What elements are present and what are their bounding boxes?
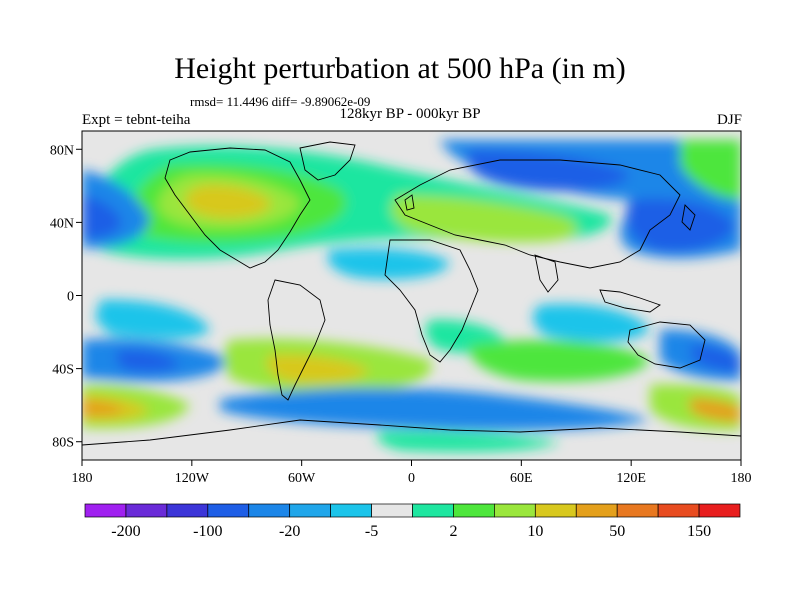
colorbar-swatch <box>534 503 577 518</box>
colorbar-swatch <box>698 503 741 518</box>
colorbar-label: 10 <box>527 523 543 540</box>
lat-tick-label: 40N <box>50 216 74 231</box>
coastline-japan <box>681 204 696 231</box>
field-region-trop-blue-3 <box>533 303 650 342</box>
field-region-trop-blue-1 <box>327 248 450 280</box>
coastline-south-america <box>267 279 326 401</box>
coastline-uk <box>404 194 415 211</box>
colorbar-swatch <box>289 503 331 518</box>
colorbar-swatch <box>575 503 618 518</box>
field-region-pacific-blue <box>626 198 735 252</box>
lat-tick-label: 80N <box>50 143 74 158</box>
colorbar: -200 -100 -20 -5 2 10 50 150 <box>84 503 741 540</box>
field-region-ant-green <box>376 431 560 452</box>
period-label: 128kyr BP - 000kyr BP <box>339 106 481 122</box>
colorbar-label: 2 <box>449 523 457 540</box>
coastline-greenland <box>299 141 356 181</box>
colorbar-label: -100 <box>193 523 222 540</box>
colorbar-label: -200 <box>111 523 140 540</box>
colorbar-swatch <box>616 503 659 518</box>
lon-tick-label: 180 <box>731 471 752 486</box>
colorbar-label: 150 <box>687 523 711 540</box>
field-region-so-blue <box>220 388 650 431</box>
field-region-sh-blue-core <box>115 349 180 372</box>
colorbar-label: 50 <box>609 523 625 540</box>
coastline-eurasia <box>394 159 681 269</box>
field-region-aus-blue-core <box>690 345 741 372</box>
field-region-europe <box>391 195 578 243</box>
season-label: DJF <box>716 112 742 128</box>
coastline-australia <box>627 321 706 369</box>
experiment-label: Expt = tebnt-teiha <box>82 112 191 128</box>
colorbar-swatch <box>248 503 291 518</box>
colorbar-label: -20 <box>279 523 300 540</box>
lon-tick-label: 120W <box>175 471 210 486</box>
colorbar-swatch <box>330 503 372 518</box>
height-field <box>82 131 741 460</box>
colorbar-swatch <box>412 503 454 518</box>
field-region-io-green <box>469 340 650 382</box>
colorbar-swatch <box>453 503 495 518</box>
lat-axis: 80N 40N 0 40S 80S <box>50 143 82 451</box>
field-region-trop-blue-2 <box>95 299 210 339</box>
coastline-africa <box>384 239 479 363</box>
colorbar-swatch <box>657 503 700 518</box>
colorbar-swatch <box>371 503 413 518</box>
coastline-india <box>534 254 559 293</box>
field-region-sa-core <box>266 354 370 384</box>
field-region-so-orange-e <box>690 398 741 422</box>
coastlines <box>82 141 741 446</box>
lat-tick-label: 80S <box>52 436 74 451</box>
lat-tick-label: 40S <box>52 363 74 378</box>
field-region-ne-green <box>680 140 741 200</box>
colorbar-swatch <box>125 503 168 518</box>
colorbar-swatch <box>207 503 250 518</box>
colorbar-swatch <box>84 503 127 518</box>
stats-text: rmsd= 11.4496 diff= -9.89062e-09 <box>190 94 371 109</box>
field-region-na-max <box>184 184 272 219</box>
lat-tick-label: 0 <box>67 290 74 305</box>
lon-tick-label: 0 <box>408 471 415 486</box>
lon-tick-label: 60W <box>288 471 316 486</box>
colorbar-swatch <box>166 503 209 518</box>
lon-tick-label: 60E <box>510 471 533 486</box>
lon-tick-label: 120E <box>616 471 646 486</box>
coastline-maritime <box>599 289 661 313</box>
lon-tick-label: 180 <box>72 471 93 486</box>
field-region-np-blue-core <box>82 195 122 239</box>
coastline-north-america <box>164 147 311 269</box>
colorbar-label: -5 <box>365 523 378 540</box>
plot-title: Height perturbation at 500 hPa (in m) <box>174 52 626 85</box>
colorbar-swatch <box>494 503 536 518</box>
coastline-antarctica <box>82 419 741 446</box>
lon-axis: 180 120W 60W 0 60E 120E 180 <box>72 460 752 486</box>
field-region-so-orange-w <box>82 400 124 417</box>
